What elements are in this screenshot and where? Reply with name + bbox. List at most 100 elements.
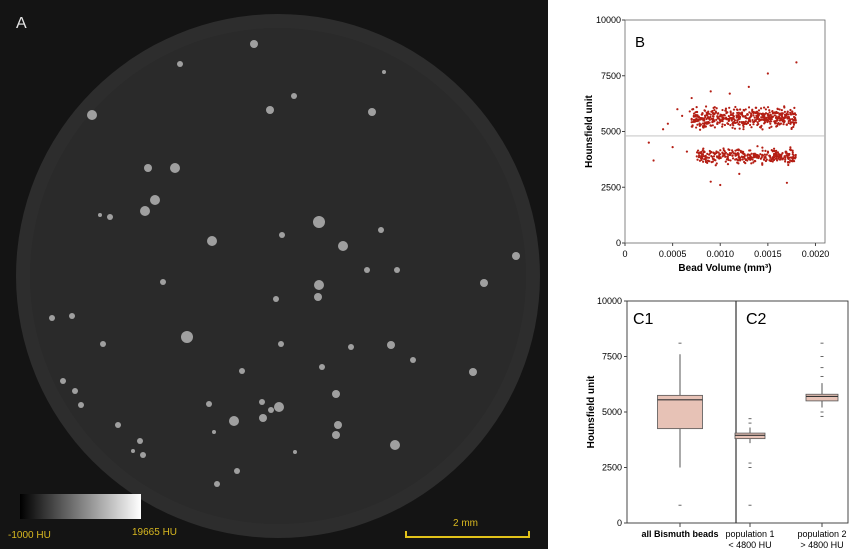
scatter-point (786, 117, 789, 120)
bead-blob (177, 61, 183, 67)
scatter-point (739, 108, 742, 111)
scatter-point (768, 126, 771, 129)
scatter-point (722, 149, 725, 152)
x-tick-label: 0 (622, 249, 627, 259)
scatter-point (742, 128, 745, 131)
scatter-point (766, 72, 769, 75)
bead-blob (266, 106, 274, 114)
scatter-point (752, 152, 755, 156)
scatter-point (734, 105, 737, 109)
scatter-point (724, 109, 727, 112)
scatter-point (716, 116, 719, 119)
scatter-point (793, 112, 797, 115)
bead-blob (314, 293, 322, 301)
scatter-point (787, 121, 790, 125)
scatter-point (709, 124, 712, 127)
scatter-point (770, 159, 773, 163)
scatter-point (696, 118, 699, 121)
scatter-point (783, 110, 786, 114)
scatter-point (738, 172, 741, 175)
scatter-point (738, 120, 741, 124)
bead-blob (144, 164, 152, 172)
scatter-point (699, 117, 703, 120)
scatter-point (756, 121, 759, 124)
bead-blob (274, 402, 284, 412)
scatter-point (747, 106, 751, 109)
scatter-point (703, 109, 706, 112)
scatter-point (755, 118, 758, 121)
scatter-point (789, 111, 792, 114)
scatter-point (685, 150, 689, 153)
scatter-point (789, 113, 792, 116)
scatter-point (735, 116, 738, 119)
scatter-point (791, 151, 794, 154)
scatter-point (713, 112, 716, 115)
y-tick-label: 7500 (602, 352, 622, 362)
scatter-point (772, 154, 776, 157)
panel-a-label: A (16, 15, 27, 32)
scatter-point (721, 108, 724, 112)
scatter-point (724, 160, 727, 163)
scatter-point (786, 110, 789, 113)
bead-blob (72, 388, 78, 394)
scatter-point (724, 155, 727, 158)
scatter-point (735, 108, 739, 111)
scatter-point (704, 158, 707, 161)
scatter-point (774, 153, 778, 156)
scatter-point (770, 125, 773, 128)
scatter-point (766, 119, 769, 122)
scatter-point (785, 181, 789, 184)
bead-blob (313, 216, 325, 228)
scatter-point (734, 121, 737, 125)
scatter-chart-b: B 0 2500 5000 7500 10000 0 0.0005 0.0010 0.0015 0… (584, 15, 829, 274)
scatter-point (748, 149, 751, 152)
scatter-point (715, 155, 719, 158)
scatter-point (722, 154, 725, 157)
scatter-point (707, 120, 710, 124)
scatter-point (776, 122, 779, 126)
scatter-point (733, 118, 736, 121)
bead-blob (293, 450, 297, 454)
scatter-point (704, 105, 708, 108)
scatter-point (661, 128, 665, 131)
scatter-point (709, 180, 712, 183)
scatter-point (766, 106, 770, 109)
scatter-point (703, 114, 707, 117)
scatter-point (702, 160, 705, 163)
scatter-point (791, 121, 794, 124)
scatter-point (746, 113, 749, 116)
x-tick-label: 0.0010 (706, 249, 734, 259)
scatter-point (739, 151, 743, 154)
scatter-point (718, 118, 721, 121)
y-tick-label: 0 (617, 518, 622, 528)
bead-blob (100, 341, 106, 347)
bead-blob (87, 110, 97, 120)
scatter-point (776, 119, 779, 122)
category-label: population 1 (725, 529, 774, 539)
scatter-point (777, 157, 780, 160)
ct-disc (30, 28, 526, 524)
ct-slice-image (16, 14, 540, 538)
scatter-point (782, 123, 785, 126)
scatter-point (791, 153, 794, 156)
scatter-point (704, 160, 708, 164)
scatter-point (721, 125, 724, 128)
scatter-point (711, 109, 714, 113)
scatter-point (774, 157, 778, 160)
scatter-point (694, 111, 697, 114)
scatter-point (732, 112, 735, 115)
bead-blob (229, 416, 239, 426)
scatter-point (704, 154, 707, 157)
y-tick-label: 7500 (601, 71, 621, 81)
scalebar-label: 2 mm (453, 518, 478, 529)
scatter-point (688, 110, 691, 113)
scatter-point (773, 111, 777, 115)
scatter-point (702, 147, 705, 150)
bead-blob (60, 378, 66, 384)
scatter-point (737, 111, 740, 114)
scatter-point (768, 109, 771, 112)
scatter-point (742, 125, 745, 128)
scatter-point (713, 106, 716, 109)
scatter-point (776, 151, 779, 154)
bead-blob (69, 313, 75, 319)
